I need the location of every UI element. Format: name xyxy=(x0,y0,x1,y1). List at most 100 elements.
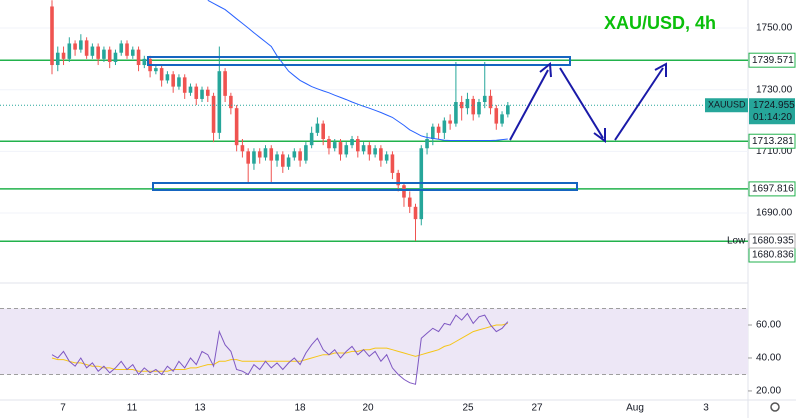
marks xyxy=(0,0,748,385)
rsi-band-group xyxy=(0,27,748,375)
candle-body xyxy=(367,145,372,155)
resistance-zone xyxy=(147,56,571,66)
x-tick-label: 11 xyxy=(127,403,138,414)
candle-body xyxy=(90,46,95,56)
candle-body xyxy=(61,52,66,59)
rsi-line xyxy=(51,312,509,385)
candle-body xyxy=(84,40,89,56)
candle-body xyxy=(344,145,349,155)
x-tick-label: 18 xyxy=(294,403,306,414)
x-tick-label: 27 xyxy=(531,403,543,414)
last-price: 1724.955 xyxy=(753,100,795,111)
candle-body xyxy=(217,71,222,133)
candle-body xyxy=(205,89,210,96)
candle-body xyxy=(67,43,72,59)
level-label-box xyxy=(748,133,796,149)
y-tick-label: 1690.00 xyxy=(756,208,793,219)
level-label-box xyxy=(748,52,796,68)
candle-body xyxy=(454,102,458,124)
chart-title: XAU/USD, 4h xyxy=(604,13,716,33)
candle-body xyxy=(436,126,441,133)
candle-body xyxy=(506,105,510,115)
low-value: 1680.935 xyxy=(752,236,794,247)
x-tick-label: 20 xyxy=(362,403,374,414)
rsi-tick-label: 60.00 xyxy=(756,320,781,331)
candle-body xyxy=(79,40,83,50)
candle-body xyxy=(281,154,285,167)
rsi-band xyxy=(0,308,748,375)
x-tick-label: Aug xyxy=(626,403,644,414)
candle-body xyxy=(396,172,400,186)
candle-body xyxy=(240,145,245,152)
candle-body xyxy=(211,95,216,133)
candle-body xyxy=(171,74,175,87)
candle-body xyxy=(275,154,279,161)
candle-body xyxy=(73,43,77,50)
candle-body xyxy=(113,52,118,62)
candle-body xyxy=(269,148,274,161)
arrow-head xyxy=(593,128,606,143)
candle-body xyxy=(407,197,412,207)
candle-body xyxy=(298,151,302,161)
candle-body xyxy=(142,58,147,66)
rsi-tick-label: 40.00 xyxy=(756,353,781,364)
candle-body xyxy=(55,52,60,66)
x-tick-label: 3 xyxy=(703,403,709,414)
symbol-label: XAUUSD xyxy=(708,100,746,110)
arrow-up-2 xyxy=(614,67,664,141)
candle-body xyxy=(321,123,325,140)
candle-body xyxy=(263,148,268,158)
candle-body xyxy=(373,148,377,155)
x-tick-label: 7 xyxy=(60,403,66,414)
candle-body xyxy=(177,77,181,87)
settings-icon[interactable] xyxy=(770,402,780,412)
rsi-tick-label: 20.00 xyxy=(756,386,781,397)
candle-body xyxy=(425,139,429,149)
symbol-box xyxy=(705,98,748,113)
level-label: 1680.836 xyxy=(752,250,794,261)
candle-body xyxy=(102,49,106,59)
candle-body xyxy=(350,139,354,146)
candle-body xyxy=(494,108,499,124)
candle-body xyxy=(246,151,250,164)
candle-body xyxy=(361,145,366,152)
candle-body xyxy=(252,151,256,164)
candle-body xyxy=(315,123,320,133)
candle-body xyxy=(304,145,308,161)
arrow-down xyxy=(559,67,604,139)
level-label-box xyxy=(748,181,796,197)
candle-body xyxy=(96,46,100,59)
countdown: 01:14:20 xyxy=(753,112,792,123)
candle-body xyxy=(402,185,406,198)
candle-body xyxy=(459,102,464,109)
rsi-signal xyxy=(51,322,508,372)
candle-body xyxy=(477,102,481,115)
low-box xyxy=(748,233,796,249)
candle-body xyxy=(125,43,129,56)
candle-body xyxy=(292,151,297,158)
price-box xyxy=(749,98,795,125)
candle-body xyxy=(338,142,343,155)
candle-body xyxy=(182,77,187,93)
level-label: 1739.571 xyxy=(752,55,794,66)
arrow-head xyxy=(539,62,552,78)
candle-body xyxy=(136,49,141,66)
low-text: Low xyxy=(727,236,746,247)
candle-body xyxy=(107,49,112,62)
support-zone xyxy=(152,182,578,191)
x-tick-label: 13 xyxy=(194,403,206,414)
level-label: 1713.281 xyxy=(752,136,794,147)
level-label: 1697.816 xyxy=(752,184,794,195)
candle-body xyxy=(465,98,470,109)
candle-body xyxy=(286,157,291,167)
candle-body xyxy=(413,206,418,220)
projection-arrows xyxy=(509,62,667,143)
x-tick-label: 25 xyxy=(462,403,474,414)
candle-body xyxy=(448,120,452,124)
arrow-up-1 xyxy=(509,69,549,141)
candle-body xyxy=(390,154,395,173)
candle-body xyxy=(234,108,239,146)
candle-body xyxy=(159,68,164,81)
